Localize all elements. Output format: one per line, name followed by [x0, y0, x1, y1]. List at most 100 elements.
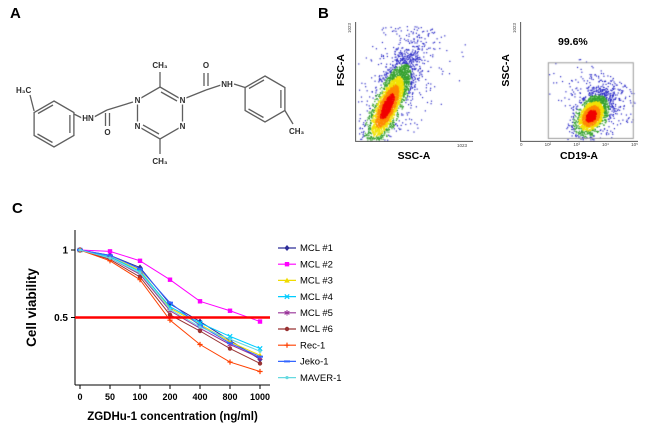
series-marker — [257, 319, 263, 324]
chemical-structure: H₃C HN O N N N N CH₃ CH₃ O NH CH₃ — [15, 60, 307, 168]
legend-item: MCL #2 — [278, 259, 333, 270]
series-marker — [227, 346, 233, 351]
series-line — [79, 249, 261, 352]
ch3-right-label: CH₃ — [289, 127, 305, 136]
panel-c-label: C — [12, 200, 23, 217]
legend-item: MCL #5 — [278, 308, 333, 319]
legend-label: MCL #5 — [300, 308, 333, 319]
ch3-bottom-label: CH₃ — [152, 157, 168, 166]
series-marker — [108, 256, 112, 260]
x-tick-label: 100 — [132, 392, 147, 402]
series-marker — [284, 310, 290, 316]
series-marker — [257, 361, 263, 366]
y-axis-label: SSC-A — [500, 54, 512, 87]
series-marker — [227, 308, 233, 313]
x-axis-ticks: 0 10² 10³ 10⁴ 10⁵ — [520, 142, 638, 147]
x-tick: 10³ — [573, 142, 580, 147]
scatter-canvas-fsc-ssc — [355, 22, 473, 142]
y-tick-label: 0.5 — [54, 313, 68, 324]
ch3-top-label: CH₃ — [152, 61, 168, 70]
series-mcl-2 — [77, 247, 263, 324]
legend-item: MAVER-1 — [278, 373, 342, 384]
panel-a-label: A — [10, 5, 21, 22]
legend-item: MCL #4 — [278, 292, 333, 303]
hn-left-label: HN — [82, 114, 94, 123]
series-marker — [167, 312, 173, 317]
series-marker — [138, 271, 142, 275]
legend-item: MCL #6 — [278, 324, 333, 335]
x-tick: 0 — [520, 142, 523, 147]
series-rec-1 — [77, 247, 263, 375]
right-benzene-ring — [244, 75, 286, 123]
series-marker — [168, 307, 172, 311]
gate-percentage-label: 99.6% — [558, 36, 588, 48]
o-left-label: O — [104, 128, 110, 137]
n-atom-label: N — [135, 122, 141, 131]
legend-item: Jeko-1 — [278, 357, 329, 368]
series-marker — [227, 359, 233, 365]
legend-label: MCL #2 — [300, 259, 333, 270]
x-axis-title: ZGDHu-1 concentration (ng/ml) — [87, 411, 258, 423]
legend-label: Jeko-1 — [300, 357, 329, 368]
nh-right-label: NH — [221, 80, 233, 89]
atom-labels: H₃C HN O N N N N CH₃ CH₃ O NH CH₃ — [15, 60, 307, 168]
series-marker — [284, 245, 290, 251]
tetrazine-ring — [136, 86, 184, 140]
series-marker — [137, 277, 143, 283]
legend-label: MCL #4 — [300, 292, 333, 303]
o-right-label: O — [203, 61, 209, 70]
legend-item: MCL #1 — [278, 243, 333, 254]
series-maver-1 — [78, 248, 262, 353]
legend: MCL #1 MCL #2 MCL #3 MCL #4 MCL #5 MCL #6 Rec-… — [278, 243, 342, 384]
legend-label: Rec-1 — [300, 340, 325, 351]
series-marker — [257, 368, 263, 375]
series-marker — [284, 293, 290, 300]
series-marker — [137, 258, 143, 263]
x-tick: 10⁵ — [631, 142, 638, 147]
series-marker — [228, 337, 232, 341]
x-tick-label: 400 — [192, 392, 207, 402]
flow-plot-cd19: 1023 SSC-A 99.6% 0 10² 10³ 10⁴ 10⁵ CD19-… — [498, 16, 646, 168]
series-marker — [284, 277, 290, 283]
y-tick-label: 1 — [62, 246, 68, 257]
series-marker — [257, 345, 263, 352]
n-atom-label: N — [180, 122, 186, 131]
legend-label: MCL #1 — [300, 243, 333, 254]
series-marker — [78, 248, 82, 252]
x-axis-label: SSC-A — [397, 150, 431, 162]
x-tick-label: 1000 — [250, 392, 270, 402]
n-atom-label: N — [135, 96, 141, 105]
series-marker — [197, 328, 203, 334]
x-tick: 10² — [544, 142, 552, 147]
panel-b-label: B — [318, 5, 329, 22]
legend-item: Rec-1 — [278, 340, 325, 351]
x-axis-label: CD19-A — [560, 150, 598, 162]
series-marker — [284, 326, 290, 332]
h3c-label: H₃C — [16, 86, 31, 95]
x-tick-label: 50 — [105, 392, 115, 402]
left-benzene-ring — [33, 100, 75, 148]
flow-plot-gating: 1023 FSC-A 1023 SSC-A — [333, 16, 481, 168]
legend-label: MCL #6 — [300, 324, 333, 335]
x-tick-label: 0 — [77, 392, 82, 402]
series-jeko-1 — [77, 249, 263, 358]
series-marker — [258, 349, 262, 353]
bonds — [29, 72, 294, 154]
series-marker — [227, 333, 233, 340]
legend-item: MCL #3 — [278, 276, 333, 287]
series-marker — [137, 274, 143, 280]
series-marker — [284, 262, 290, 267]
series-marker — [197, 299, 203, 304]
x-tick-label: 200 — [162, 392, 177, 402]
legend-label: MAVER-1 — [300, 373, 342, 384]
y-axis-label: FSC-A — [335, 54, 347, 87]
scatter-canvas-ssc-cd19 — [520, 22, 638, 142]
series-marker — [285, 376, 289, 380]
x-tick: 10⁴ — [602, 142, 609, 147]
series-mcl-4 — [77, 247, 263, 352]
series-marker — [167, 277, 173, 282]
x-tick-label: 800 — [222, 392, 237, 402]
series-marker — [107, 249, 113, 254]
